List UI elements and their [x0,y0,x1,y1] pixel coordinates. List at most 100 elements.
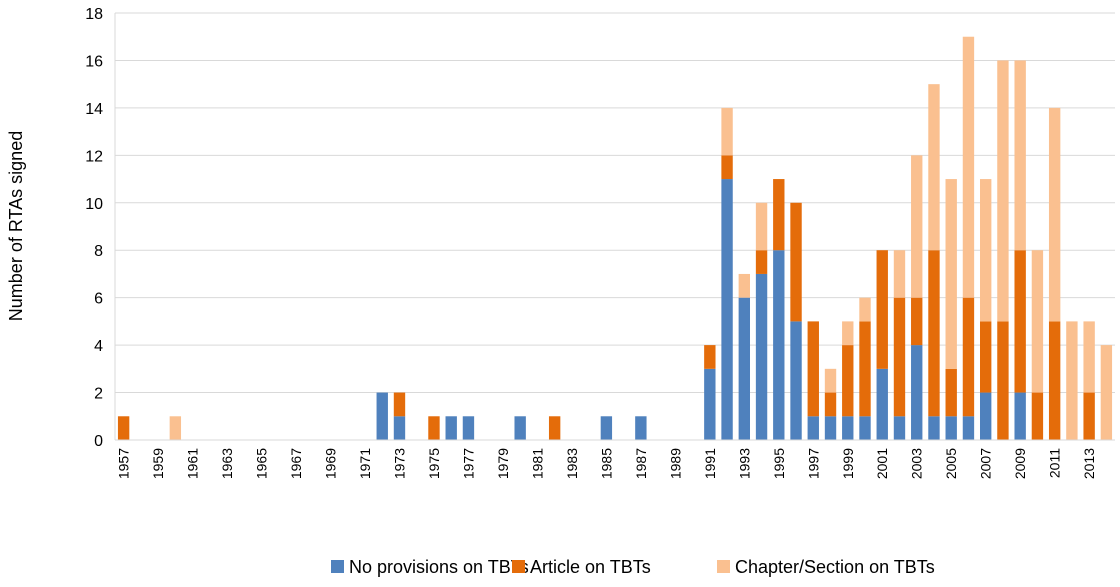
x-tick-label: 1983 [564,448,580,479]
legend-swatch [512,560,525,573]
bar-segment [911,155,923,298]
bar-segment [928,416,940,440]
bar-segment [1066,321,1078,440]
y-tick-label: 14 [85,101,103,118]
bar-segment [859,321,871,417]
bar-segment [928,84,940,251]
x-tick-label: 2005 [943,448,959,479]
x-tick-label: 1987 [633,448,649,479]
x-tick-label: 1999 [840,448,856,479]
y-tick-label: 18 [85,6,103,23]
bar-segment [1048,107,1061,322]
bar-segment [842,321,854,346]
x-tick-label: 1995 [771,448,787,479]
bar-segment [721,107,733,156]
y-tick-label: 16 [85,53,103,70]
x-tick-label: 1989 [667,448,683,479]
bar-segment [1083,321,1095,393]
bar-segment [790,202,802,322]
bar-segment [755,273,768,440]
bar-segment [1100,345,1113,440]
bar-segment [428,416,440,440]
bar-segment [997,321,1009,440]
bar-segment [911,297,923,346]
y-tick-label: 6 [94,291,103,308]
bar-segment [738,273,750,298]
x-tick-label: 1973 [391,448,407,479]
y-tick-label: 0 [94,433,103,450]
bar-segment [1014,392,1026,440]
bar-segment [876,368,888,440]
legend-swatch [717,560,730,573]
x-tick-label: 1993 [736,448,752,479]
x-tick-label: 2007 [978,448,994,479]
x-tick-label: 1979 [495,448,511,479]
bar-segment [1048,321,1061,440]
bar-segment [893,297,906,417]
bar-segment [962,36,975,298]
x-tick-label: 1997 [805,448,821,479]
bar-segment [945,416,957,440]
bar-segment [945,179,957,369]
bar-segment [824,368,837,393]
y-axis-label: Number of RTAs signed [6,131,26,321]
bar-segment [1031,392,1044,440]
x-tick-label: 2003 [909,448,925,479]
bar-segment [842,416,854,440]
x-tick-label: 2011 [1047,448,1063,478]
x-tick-label: 1971 [357,448,373,479]
legend-swatch [331,560,344,573]
bar-segment [945,368,957,417]
x-tick-label: 1959 [150,448,166,479]
bar-segment [980,321,992,393]
legend-label: Chapter/Section on TBTs [735,557,935,577]
x-tick-label: 1969 [323,448,339,479]
bar-segment [738,297,750,440]
x-tick-label: 1977 [460,448,476,479]
bar-segment [824,392,837,417]
bar-segment [980,392,992,440]
bar-segment [1031,250,1044,393]
legend-label: Article on TBTs [530,557,651,577]
bar-segment [893,416,906,440]
bar-segment [635,416,647,440]
x-tick-label: 1965 [254,448,270,479]
bar-segment [773,250,785,440]
bar-segment [755,250,768,274]
bar-segment [117,416,130,440]
bar-segment [1083,392,1095,440]
bar-segment [859,297,871,322]
bar-segment [755,202,768,251]
bar-segment [962,416,975,440]
bar-segment [842,345,854,417]
bar-segment [393,392,406,417]
bar-segment [928,250,940,417]
bar-segment [169,416,182,440]
bar-segment [997,60,1009,322]
legend-label: No provisions on TBTs [349,557,529,577]
x-tick-label: 2001 [874,448,890,479]
y-tick-label: 2 [94,386,103,403]
bar-segment [1014,250,1026,393]
bar-segment [911,345,923,440]
x-tick-label: 1981 [529,448,545,479]
bar-segment [721,179,733,441]
bar-segment [980,179,992,322]
y-tick-label: 8 [94,243,103,260]
bar-segment [824,416,837,440]
bar-segment [462,416,475,440]
bar-segment [704,368,716,440]
bar-segment [859,416,871,440]
bar-segment [876,250,888,369]
bar-segment [721,155,733,180]
bar-segment [445,416,457,440]
bar-segment [393,416,406,440]
x-tick-label: 1963 [219,448,235,479]
x-tick-label: 1961 [185,448,201,479]
x-tick-label: 2013 [1081,448,1097,479]
bar-segment [773,179,785,251]
x-tick-label: 1957 [116,448,132,479]
bar-segment [548,416,561,440]
